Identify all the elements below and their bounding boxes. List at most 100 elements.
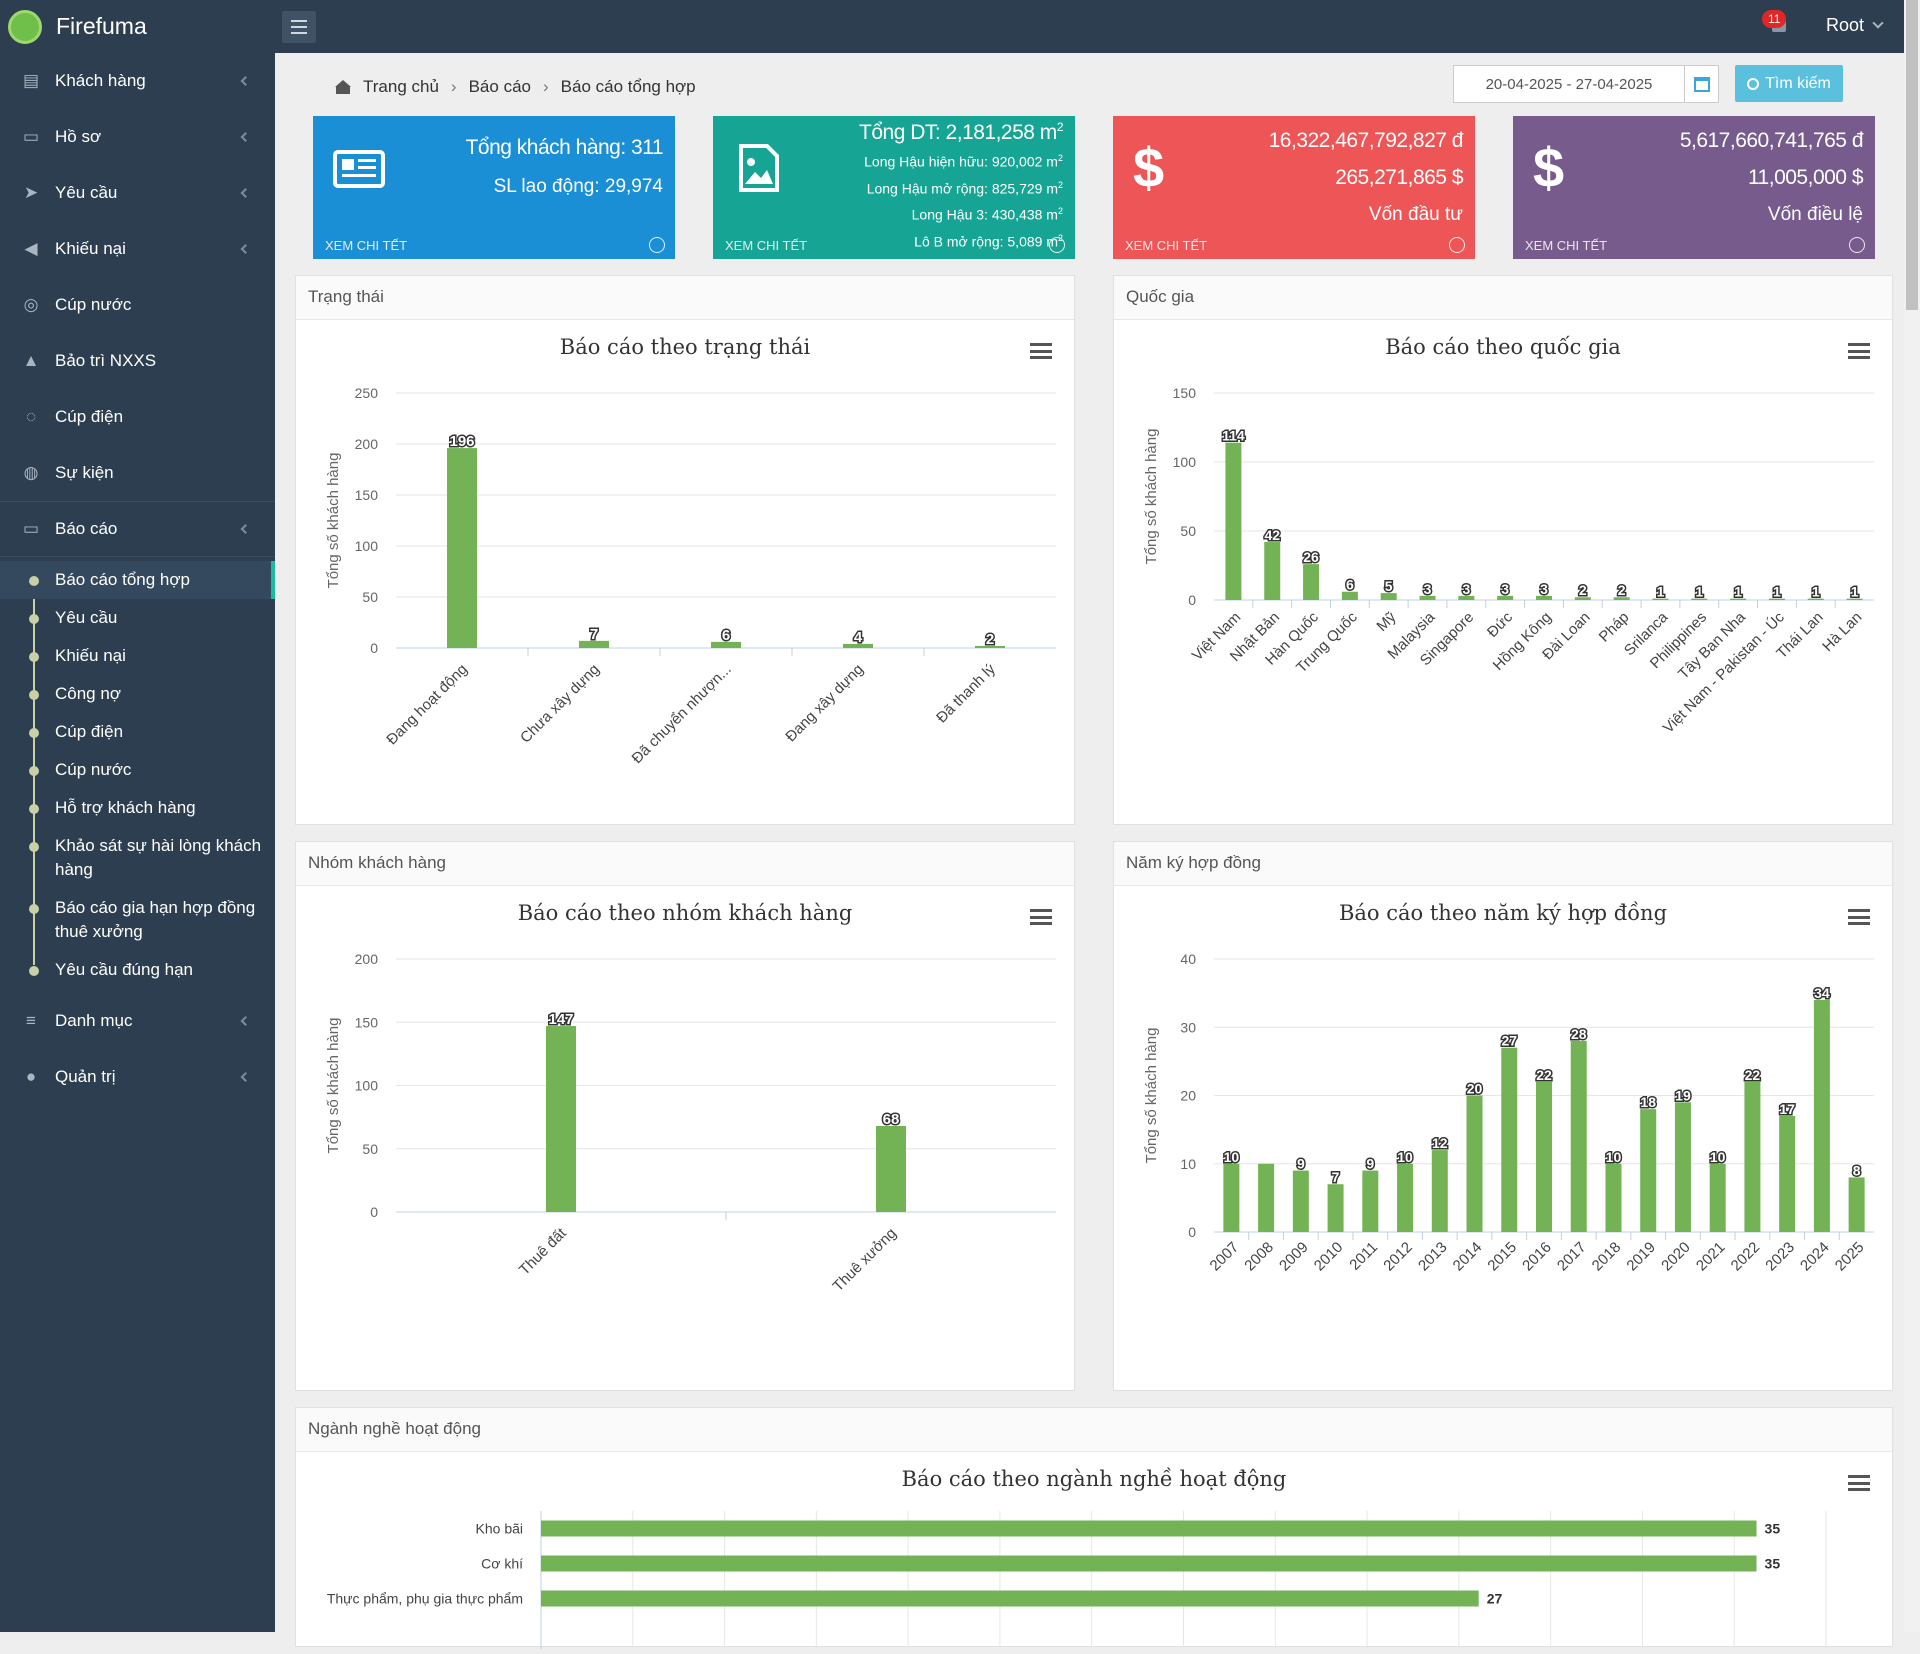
x-tick-label: 2011	[1346, 1239, 1381, 1274]
bar	[1225, 442, 1242, 600]
panel-title: Trạng thái	[296, 276, 1074, 320]
view-detail-link[interactable]: XEM CHI TẾT	[325, 237, 408, 253]
sidebar-item-b1[interactable]: ● Quản trị	[0, 1049, 275, 1105]
sidebar-item-1[interactable]: ▭ Hồ sơ	[0, 109, 275, 165]
report-submenu-item[interactable]: Báo cáo gia hạn hợp đồng thuê xưởng	[0, 889, 275, 951]
chart-menu-icon[interactable]	[1848, 343, 1870, 359]
stat-card-area: Tổng DT: 2,181,258 m2 Long Hậu hiện hữu:…	[713, 116, 1075, 259]
chart-title: Báo cáo theo quốc gia	[1385, 335, 1621, 359]
investment-usd: 265,271,865 $	[1335, 166, 1463, 189]
bar	[1431, 1150, 1448, 1232]
breadcrumb-current: Báo cáo tổng hợp	[560, 77, 696, 96]
sidebar-item-6[interactable]: ◌ Cúp điện	[0, 389, 275, 445]
breadcrumb-report[interactable]: Báo cáo	[468, 77, 531, 96]
notifications-button[interactable]: 11	[1762, 10, 1792, 40]
bar	[1536, 595, 1552, 600]
sidebar-item-label: Báo cáo	[55, 519, 118, 538]
calendar-icon	[1693, 76, 1710, 92]
panel-customer-group: Nhóm khách hàng Báo cáo theo nhóm khách …	[295, 841, 1075, 1391]
view-detail-link[interactable]: XEM CHI TẾT	[1125, 237, 1208, 253]
paper-plane-icon: ➤	[23, 183, 39, 202]
search-button-label: Tìm kiếm	[1765, 74, 1831, 92]
brand[interactable]: Firefuma	[0, 0, 275, 53]
report-submenu-item[interactable]: Công nợ	[0, 675, 275, 713]
chart-menu-icon[interactable]	[1848, 909, 1870, 925]
data-label: 22	[1745, 1067, 1761, 1083]
sidebar-item-4[interactable]: ◎ Cúp nước	[0, 277, 275, 333]
report-submenu-item[interactable]: Cúp điện	[0, 713, 275, 751]
y-tick-label: 150	[355, 487, 379, 503]
chart-menu-icon[interactable]	[1848, 1475, 1870, 1491]
bar	[1341, 591, 1358, 600]
sidebar-item-7[interactable]: ◍ Sự kiện	[0, 445, 275, 501]
chevron-left-icon	[240, 1072, 251, 1082]
report-submenu-item[interactable]: Yêu cầu	[0, 599, 275, 637]
total-customers: Tổng khách hàng: 311	[465, 136, 664, 159]
home-icon	[335, 80, 351, 94]
status-chart: 0 50 100 150 200 250 Tổng số khách hàng 196 Đang…	[325, 385, 1056, 767]
data-label: 22	[1536, 1067, 1552, 1083]
sidebar-item-b0[interactable]: ≡ Danh mục	[0, 993, 275, 1049]
y-axis-title: Tổng số khách hàng	[1143, 429, 1160, 565]
report-submenu-item[interactable]: Khiếu nại	[0, 637, 275, 675]
chart-menu-icon[interactable]	[1030, 909, 1052, 925]
x-tick-label: 2008	[1241, 1239, 1277, 1275]
bar	[1605, 1163, 1622, 1232]
y-tick-label: 200	[355, 951, 379, 967]
bar	[1613, 597, 1630, 600]
y-tick-label: 50	[362, 1141, 378, 1157]
sidebar-item-label: Cúp điện	[55, 407, 124, 426]
page-scrollbar[interactable]	[1904, 0, 1920, 1632]
bar	[1674, 1102, 1691, 1232]
data-label: 6	[722, 627, 730, 644]
report-submenu-item[interactable]: Hỗ trợ khách hàng	[0, 789, 275, 827]
menu-toggle-button[interactable]	[282, 11, 316, 43]
sidebar-item-5[interactable]: ▲ Bảo trì NXXS	[0, 333, 275, 389]
bar	[711, 641, 741, 648]
arrow-circle-right-icon[interactable]	[1049, 237, 1065, 253]
search-button[interactable]: Tìm kiếm	[1735, 65, 1843, 102]
report-submenu-item[interactable]: Yêu cầu đúng hạn	[0, 951, 275, 989]
x-tick-label: Thuê đất	[516, 1224, 570, 1278]
bar	[1419, 595, 1436, 600]
date-range-input[interactable]: 20-04-2025 - 27-04-2025	[1453, 65, 1685, 103]
view-detail-link[interactable]: XEM CHI TẾT	[1525, 237, 1608, 253]
bar	[579, 640, 609, 648]
total-area: Tổng DT: 2,181,258 m	[859, 121, 1057, 144]
data-label: 147	[548, 1011, 573, 1028]
calendar-button[interactable]	[1685, 65, 1719, 103]
bar	[1303, 564, 1320, 600]
capital-vnd: 5,617,660,741,765 đ	[1679, 129, 1864, 152]
sidebar-item-0[interactable]: ▤ Khách hàng	[0, 53, 275, 109]
data-label: 1	[1773, 584, 1781, 600]
report-submenu: Báo cáo tổng hợp Yêu cầu Khiếu nại Công nợ C…	[0, 557, 275, 993]
arrow-circle-right-icon[interactable]	[1849, 237, 1865, 253]
breadcrumb-home[interactable]: Trang chủ	[363, 77, 439, 96]
report-submenu-item[interactable]: Cúp nước	[0, 751, 275, 789]
chart-menu-icon[interactable]	[1030, 343, 1052, 359]
chevron-down-icon	[1872, 17, 1884, 29]
user-menu[interactable]: Root	[1826, 15, 1884, 36]
sidebar-item-bao-cao[interactable]: ▭ Báo cáo	[0, 501, 275, 557]
data-label: 42	[1264, 527, 1280, 543]
bar	[1536, 1081, 1552, 1232]
x-tick-label: Chưa xây dựng	[517, 661, 603, 747]
x-tick-label: 2024	[1797, 1239, 1833, 1275]
data-label: 68	[883, 1111, 900, 1128]
chevron-left-icon	[240, 188, 251, 198]
sidebar-item-label: Khách hàng	[55, 71, 146, 90]
sidebar-item-2[interactable]: ➤ Yêu cầu	[0, 165, 275, 221]
scrollbar-thumb[interactable]	[1906, 0, 1918, 310]
data-label: 2	[986, 631, 994, 648]
report-submenu-item[interactable]: Báo cáo tổng hợp	[0, 561, 275, 599]
sidebar-item-label: Bảo trì NXXS	[55, 351, 157, 370]
arrow-circle-right-icon[interactable]	[649, 237, 665, 253]
report-submenu-item[interactable]: Khảo sát sự hài lòng khách hàng	[0, 827, 275, 889]
arrow-circle-right-icon[interactable]	[1449, 237, 1465, 253]
view-detail-link[interactable]: XEM CHI TẾT	[725, 237, 808, 253]
y-tick-label: 0	[370, 1204, 378, 1220]
data-label: 1	[1734, 584, 1742, 600]
customer-group-chart: 0 50 100 150 200 Tổng số khách hàng 147 Thuê đấ…	[325, 951, 1056, 1295]
x-tick-label: Đã thanh lý	[933, 660, 999, 726]
sidebar-item-3[interactable]: ◀ Khiếu nại	[0, 221, 275, 277]
